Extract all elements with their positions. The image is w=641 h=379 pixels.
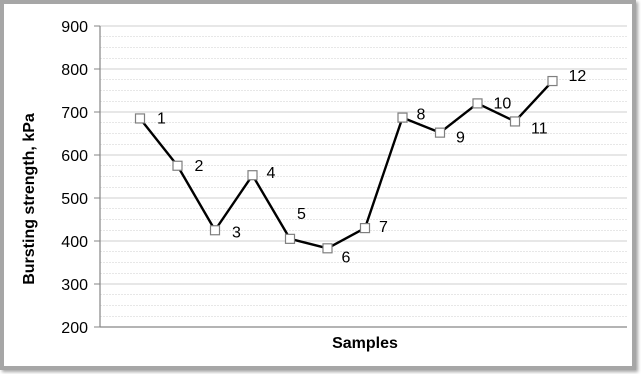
data-point-label: 1 bbox=[157, 110, 166, 127]
axis-layer bbox=[99, 26, 627, 328]
data-point-label: 7 bbox=[379, 219, 388, 236]
y-tick-label: 800 bbox=[61, 62, 88, 79]
data-point-label: 10 bbox=[494, 95, 512, 112]
y-tick-label: 600 bbox=[61, 148, 88, 165]
data-point-marker bbox=[547, 75, 558, 87]
data-point-marker bbox=[247, 170, 258, 181]
y-tick-label: 500 bbox=[61, 191, 88, 208]
y-tick-label: 200 bbox=[61, 320, 88, 337]
data-point-marker bbox=[172, 160, 183, 171]
data-point-marker bbox=[209, 225, 221, 236]
x-axis-title: Samples bbox=[332, 335, 398, 352]
data-point-label: 5 bbox=[297, 206, 306, 223]
y-tick-labels: 200 300 400 500 600 700 800 900 bbox=[61, 19, 100, 337]
data-point-marker bbox=[509, 116, 521, 127]
data-point-marker bbox=[322, 243, 333, 254]
series-layer bbox=[139, 80, 554, 250]
y-tick-label: 400 bbox=[61, 234, 88, 251]
data-point-label: 8 bbox=[417, 107, 426, 124]
data-point-label: 2 bbox=[195, 158, 204, 175]
data-point-label: 12 bbox=[569, 68, 587, 85]
y-axis-title: Bursting strength, kPa bbox=[21, 113, 38, 285]
data-point-marker bbox=[434, 127, 446, 138]
data-point-label: 9 bbox=[456, 130, 465, 147]
y-tick-label: 700 bbox=[61, 105, 88, 122]
grid-layer bbox=[100, 25, 627, 317]
data-point-marker bbox=[359, 223, 371, 234]
data-point-marker bbox=[134, 113, 146, 124]
marker-layer bbox=[134, 75, 558, 254]
y-tick-label: 900 bbox=[61, 19, 88, 36]
data-point-label: 3 bbox=[232, 224, 241, 241]
data-point-marker bbox=[284, 233, 296, 244]
chart-outer-border bbox=[0, 0, 636, 370]
data-point-marker bbox=[397, 112, 408, 123]
data-point-label: 6 bbox=[342, 249, 351, 266]
series-line bbox=[139, 80, 554, 250]
data-point-label: 4 bbox=[267, 165, 276, 182]
data-point-label: 11 bbox=[531, 120, 548, 137]
data-point-marker bbox=[472, 98, 483, 109]
y-tick-label: 300 bbox=[61, 277, 88, 294]
